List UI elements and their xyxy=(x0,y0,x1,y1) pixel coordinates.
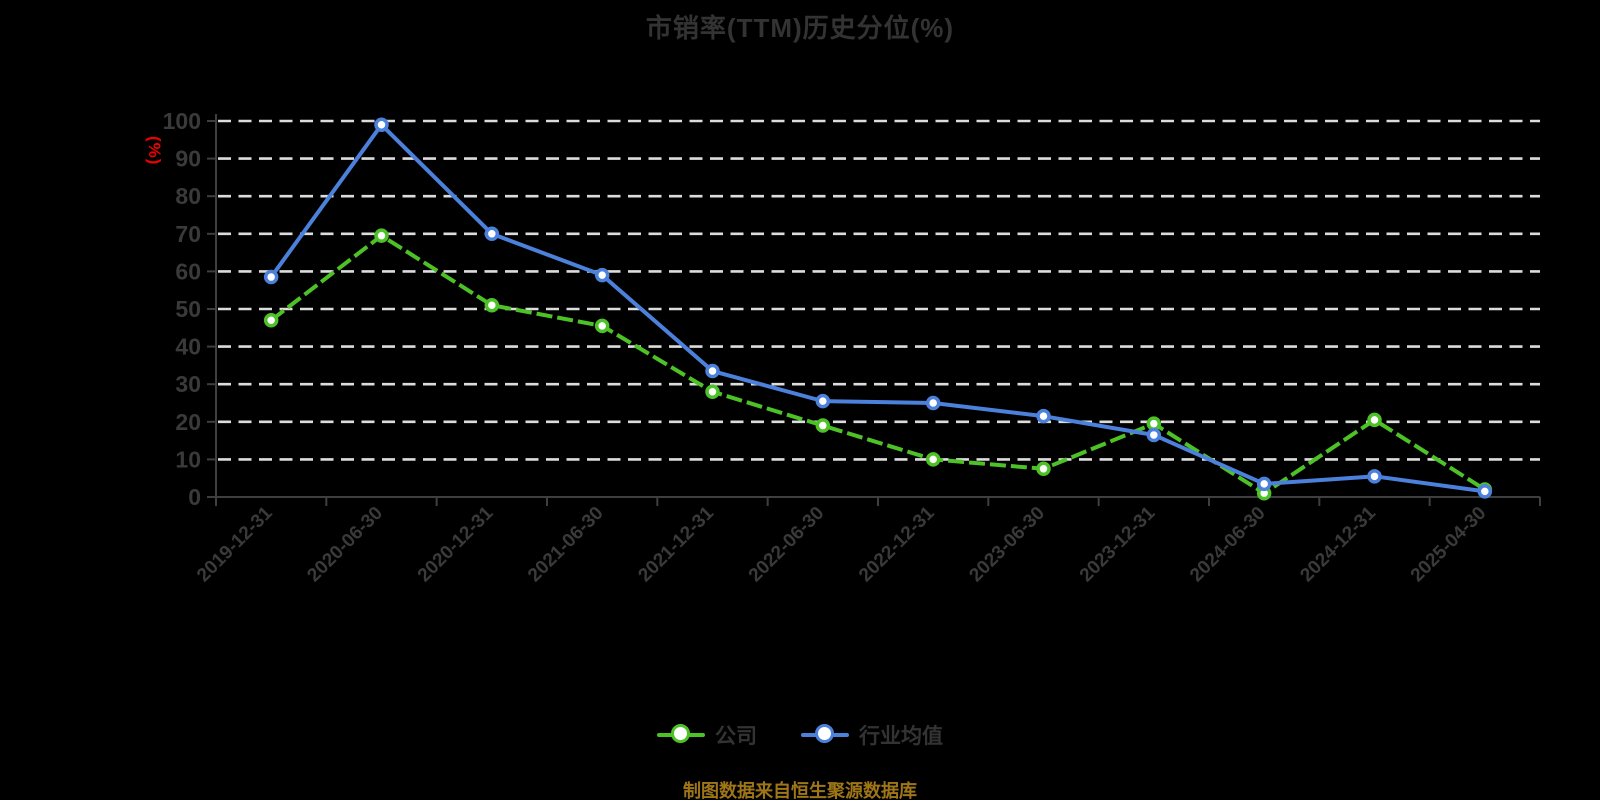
x-tick-label: 2020-12-31 xyxy=(414,502,498,586)
y-tick-label: 40 xyxy=(175,334,201,360)
data-point-series-1 xyxy=(263,269,279,285)
x-tick-label: 2023-12-31 xyxy=(1076,502,1160,586)
data-point-series-0 xyxy=(705,384,720,399)
x-tick-label: 2020-06-30 xyxy=(303,503,387,587)
data-point-series-0 xyxy=(1146,416,1162,431)
data-point-series-1 xyxy=(1477,484,1493,499)
data-point-series-0 xyxy=(263,313,279,328)
data-point-series-0 xyxy=(594,318,610,334)
series-line-1 xyxy=(269,122,1486,494)
legend-item-label: 公司 xyxy=(715,725,757,748)
y-tick-label: 100 xyxy=(163,108,201,134)
x-tick-label: 2025-04-30 xyxy=(1407,503,1491,587)
industry-series-marker-icon xyxy=(801,724,849,746)
data-point-series-1 xyxy=(1367,469,1382,484)
y-tick-label: 10 xyxy=(175,446,201,472)
x-tick-label: 2021-12-31 xyxy=(634,502,718,586)
series-line-0 xyxy=(269,233,1486,496)
data-source-caption: 制图数据来自恒生聚源数据库 xyxy=(683,781,917,800)
data-point-series-0 xyxy=(815,418,831,433)
legend-item-industry-avg[interactable]: 行业均值 xyxy=(801,720,943,750)
y-tick-label: 80 xyxy=(175,183,201,209)
y-tick-label: 50 xyxy=(175,296,201,322)
y-tick-label: 30 xyxy=(175,371,201,397)
y-tick-label: 20 xyxy=(175,409,201,435)
y-axis-unit-label: (%) xyxy=(145,136,164,166)
x-tick-label: 2022-12-31 xyxy=(855,502,939,586)
data-point-series-1 xyxy=(1146,427,1162,443)
y-tick-label: 90 xyxy=(175,146,201,172)
data-point-series-1 xyxy=(705,363,720,379)
data-point-series-1 xyxy=(925,395,941,411)
data-point-series-1 xyxy=(484,226,500,242)
x-tick-label: 2023-06-30 xyxy=(965,503,1049,587)
data-point-series-1 xyxy=(1036,408,1051,424)
x-tick-label: 2019-12-31 xyxy=(193,502,277,586)
data-point-series-1 xyxy=(815,393,831,409)
data-point-series-0 xyxy=(925,452,941,467)
data-point-series-1 xyxy=(374,117,389,133)
y-tick-label: 0 xyxy=(188,484,201,510)
x-tick-label: 2021-06-30 xyxy=(524,503,608,587)
legend: 公司 行业均值 xyxy=(0,720,1600,750)
legend-item-label: 行业均值 xyxy=(859,725,943,748)
y-tick-label: 70 xyxy=(175,221,201,247)
x-tick-label: 2022-06-30 xyxy=(745,503,829,587)
x-tick-label: 2024-12-31 xyxy=(1296,502,1380,586)
company-series-marker-icon xyxy=(657,724,705,746)
data-point-series-0 xyxy=(484,297,500,313)
chart-title: 市销率(TTM)历史分位(%) xyxy=(645,13,955,43)
legend-item-company[interactable]: 公司 xyxy=(657,720,757,750)
data-point-series-0 xyxy=(1367,412,1382,428)
x-tick-label: 2024-06-30 xyxy=(1186,503,1270,587)
data-point-series-0 xyxy=(1036,461,1051,477)
y-tick-label: 60 xyxy=(175,258,201,284)
data-point-series-0 xyxy=(374,228,389,243)
data-point-series-1 xyxy=(594,267,610,283)
data-point-series-1 xyxy=(1256,476,1272,492)
